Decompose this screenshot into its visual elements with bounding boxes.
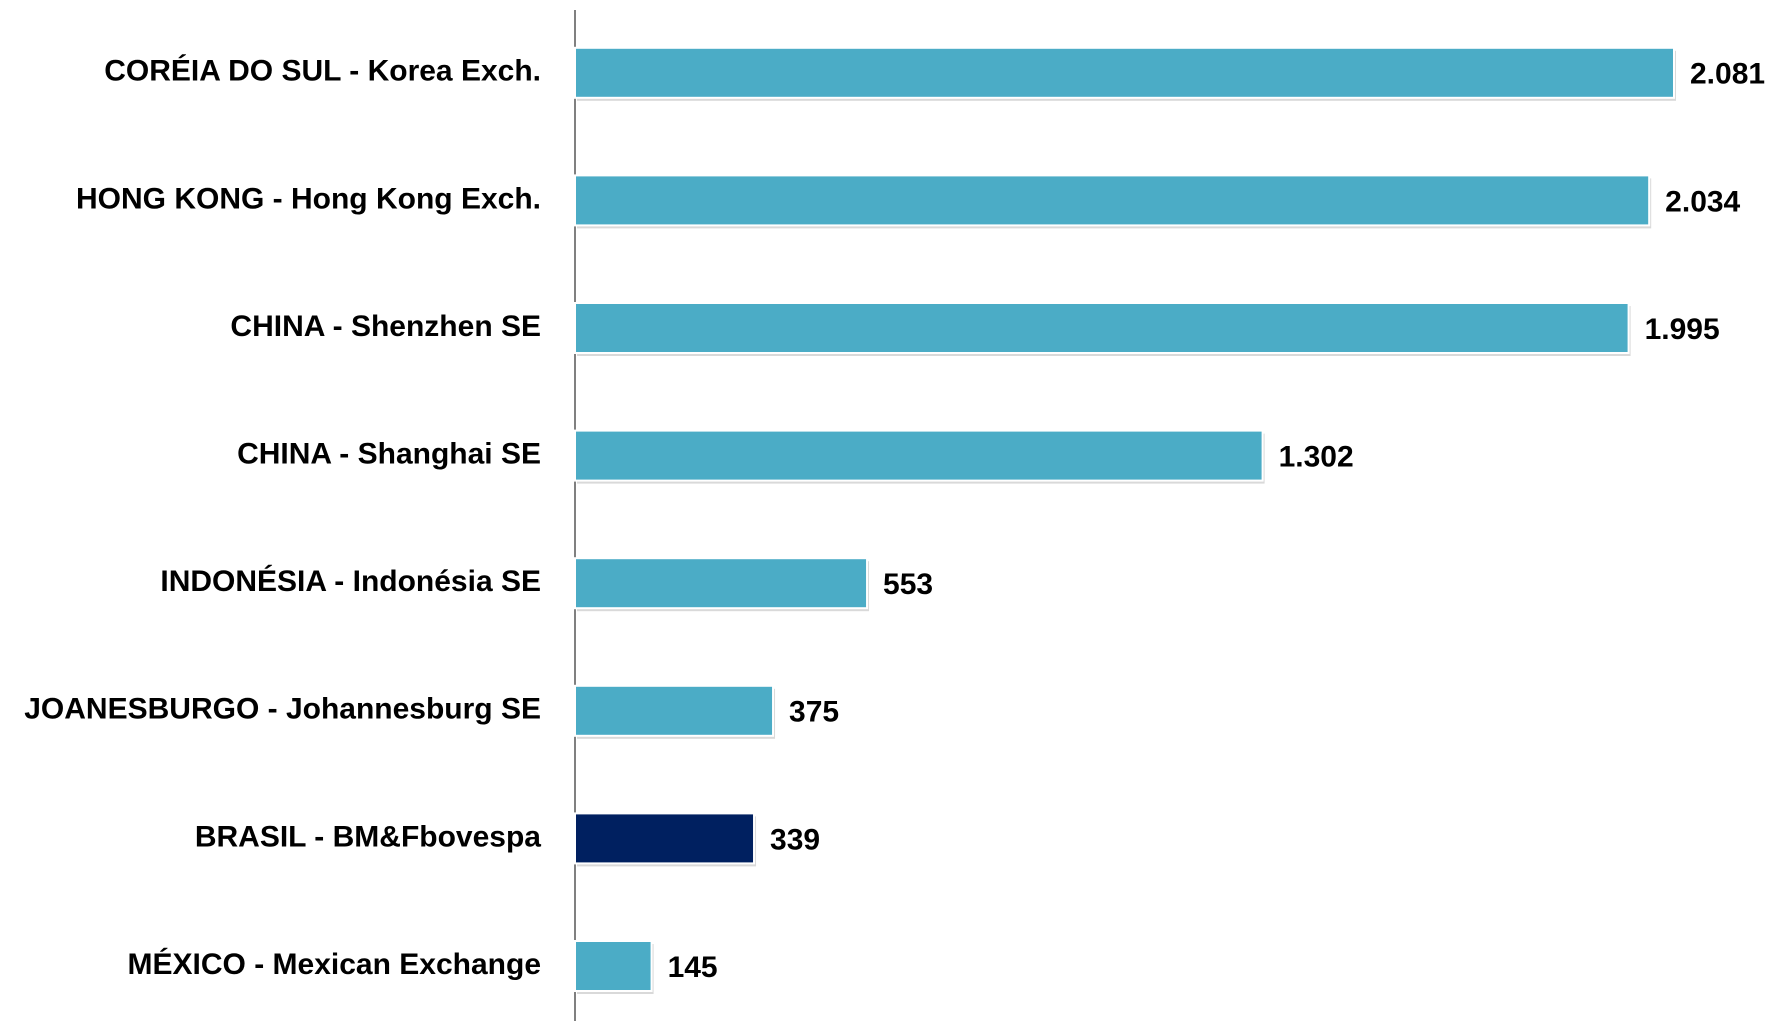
bar <box>574 174 1651 227</box>
category-label: JOANESBURGO - Johannesburg SE <box>24 693 541 726</box>
category-label: CHINA - Shenzhen SE <box>230 310 541 343</box>
bar <box>574 302 1630 354</box>
category-label: CHINA - Shanghai SE <box>237 438 541 471</box>
value-label: 2.081 <box>1690 58 1765 91</box>
category-label: INDONÉSIA - Indonésia SE <box>160 564 541 598</box>
value-label: 1.302 <box>1279 441 1354 474</box>
bar <box>574 46 1675 99</box>
value-label: 145 <box>668 951 718 984</box>
value-label: 375 <box>789 696 839 729</box>
bar <box>574 684 775 737</box>
value-label: 553 <box>883 568 933 601</box>
category-label: HONG KONG - Hong Kong Exch. <box>76 182 541 215</box>
bar <box>574 557 869 610</box>
category-label: MÉXICO - Mexican Exchange <box>128 947 541 981</box>
category-label: BRASIL - BM&Fbovespa <box>195 820 541 853</box>
value-label: 2.034 <box>1665 185 1740 218</box>
bar <box>574 940 653 992</box>
category-label: CORÉIA DO SUL - Korea Exch. <box>104 54 541 88</box>
value-label: 1.995 <box>1645 313 1720 346</box>
value-label: 339 <box>770 823 820 856</box>
bar <box>574 429 1264 482</box>
bar <box>574 812 756 865</box>
